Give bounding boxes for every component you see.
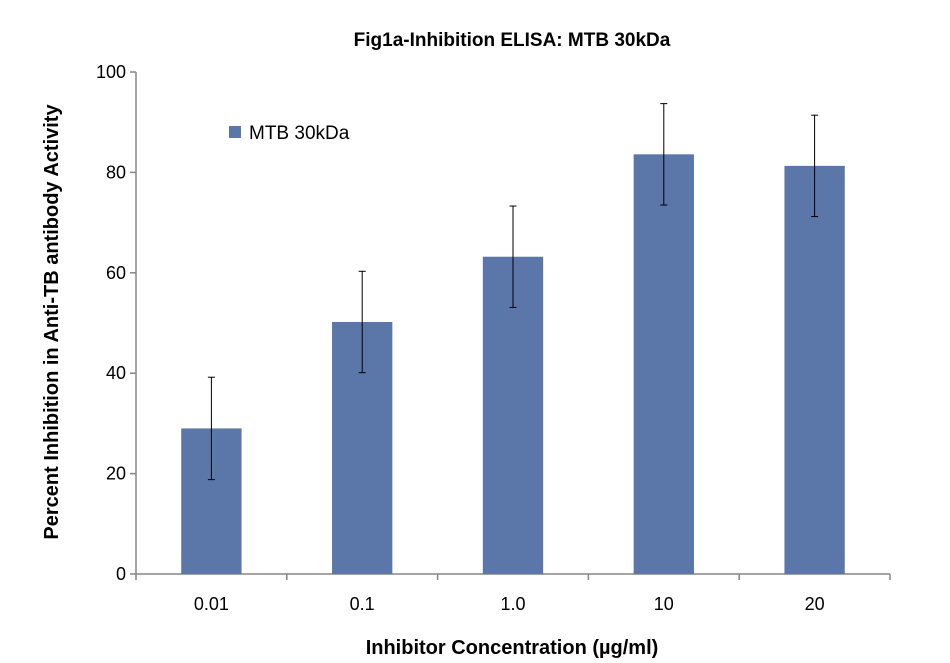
y-tick-label: 20 bbox=[106, 464, 126, 484]
y-tick-label: 80 bbox=[106, 162, 126, 182]
plot-area: 0 20 40 60 80 100 0.01 0.1 1.0 10 20 bbox=[96, 62, 891, 614]
y-tick-label: 60 bbox=[106, 263, 126, 283]
chart-title: Fig1a-Inhibition ELISA: MTB 30kDa bbox=[354, 30, 671, 51]
x-tick-label: 10 bbox=[654, 594, 674, 614]
bar bbox=[633, 154, 694, 574]
x-tick-label: 0.1 bbox=[350, 594, 375, 614]
legend-label: MTB 30kDa bbox=[249, 123, 350, 144]
y-axis-label: Percent Inhibition in Anti-TB antibody A… bbox=[41, 104, 63, 540]
legend: MTB 30kDa bbox=[229, 123, 350, 144]
bar bbox=[784, 165, 845, 574]
x-tick-label: 0.01 bbox=[194, 594, 229, 614]
y-tick-label: 100 bbox=[96, 62, 126, 82]
x-tick-label: 20 bbox=[805, 594, 825, 614]
y-tick-label: 40 bbox=[106, 363, 126, 383]
x-axis-label: Inhibitor Concentration (µg/ml) bbox=[366, 637, 659, 659]
bar bbox=[482, 256, 544, 574]
legend-swatch bbox=[229, 126, 241, 138]
y-tick-label: 0 bbox=[116, 564, 126, 584]
x-tick-label: 1.0 bbox=[500, 594, 525, 614]
